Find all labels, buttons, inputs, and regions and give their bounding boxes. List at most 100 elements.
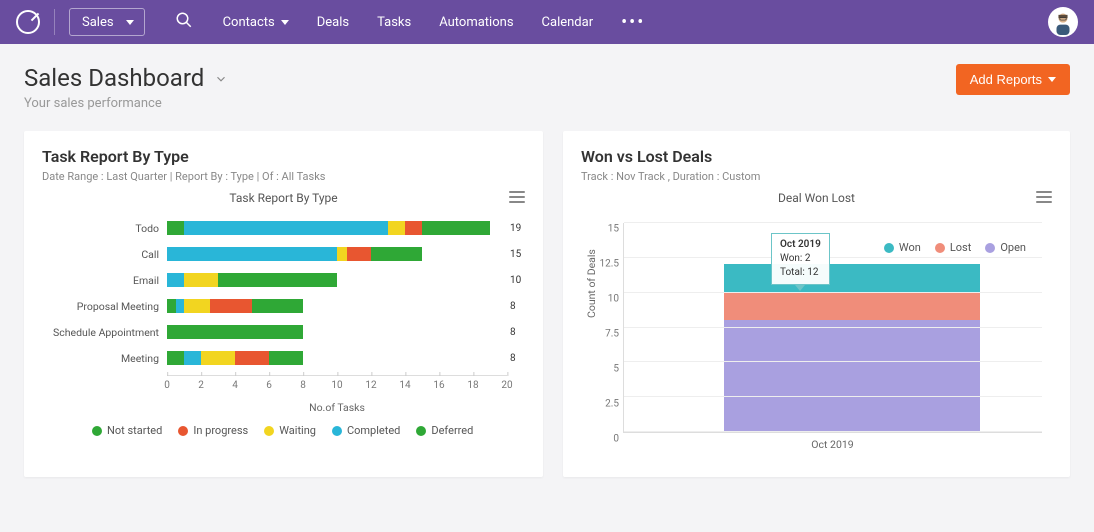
legend-item: Open <box>985 241 1026 254</box>
stack-segment <box>724 264 980 292</box>
legend-item: Lost <box>935 241 971 254</box>
legend-label: Lost <box>950 241 971 254</box>
bar-segment <box>167 221 184 235</box>
stack-segment <box>724 292 980 320</box>
divider <box>54 9 55 35</box>
tooltip-title: Oct 2019 <box>780 239 821 250</box>
bar-track <box>167 325 507 339</box>
nav-label: Contacts <box>223 15 275 30</box>
bar-segment <box>269 351 303 365</box>
legend-swatch <box>264 426 274 436</box>
x-tick: 2 <box>198 376 204 391</box>
gridline <box>624 431 1042 432</box>
bar-segment <box>347 247 371 261</box>
user-avatar[interactable] <box>1048 7 1078 37</box>
module-selector[interactable]: Sales <box>69 8 145 36</box>
nav-deals[interactable]: Deals <box>317 15 349 30</box>
app-logo[interactable] <box>16 10 40 34</box>
gridline <box>624 327 1042 328</box>
gridline <box>624 292 1042 293</box>
legend-swatch <box>92 426 102 436</box>
y-tick: 5 <box>591 364 619 375</box>
x-tick: 4 <box>232 376 238 391</box>
bar-segment <box>201 351 235 365</box>
legend-item: Not started <box>92 424 162 437</box>
bar-segment <box>184 299 210 313</box>
gridline <box>624 361 1042 362</box>
chart-legend: Not started In progress Waiting Completed De… <box>92 424 525 437</box>
bar-segment <box>184 221 388 235</box>
bar-track <box>167 299 507 313</box>
x-tick: 12 <box>365 376 376 391</box>
bar-value-label: 8 <box>510 353 516 364</box>
bar-segment <box>184 351 201 365</box>
legend-item: Waiting <box>264 424 316 437</box>
chart-bar-row: Proposal Meeting 8 <box>42 293 525 319</box>
bar-segment <box>405 221 422 235</box>
legend-swatch <box>985 243 995 253</box>
legend-label: Deferred <box>431 424 473 437</box>
legend-label: Won <box>899 241 921 254</box>
module-selector-label: Sales <box>82 15 114 30</box>
dashboard-picker-icon[interactable] <box>214 64 228 92</box>
add-reports-button[interactable]: Add Reports <box>956 64 1070 95</box>
gridline <box>624 222 1042 223</box>
tooltip-arrow-icon <box>795 285 805 291</box>
legend-swatch <box>884 243 894 253</box>
card-title: Task Report By Type <box>42 147 525 166</box>
nav-calendar[interactable]: Calendar <box>542 15 594 30</box>
legend-label: In progress <box>193 424 248 437</box>
bar-segment <box>235 351 269 365</box>
y-tick: 12.5 <box>591 259 619 270</box>
chart-menu-icon[interactable] <box>1036 191 1052 203</box>
primary-nav: Contacts Deals Tasks Automations Calenda… <box>223 12 646 33</box>
bar-category-label: Schedule Appointment <box>42 326 167 339</box>
page-title-row: Sales Dashboard <box>24 64 228 92</box>
bar-category-label: Call <box>42 248 167 261</box>
y-tick: 7.5 <box>591 329 619 340</box>
tooltip-line: Won: 2 <box>780 253 810 264</box>
bar-value-label: 15 <box>510 249 521 260</box>
stacked-bar <box>724 264 980 432</box>
legend-item: Won <box>884 241 921 254</box>
bar-category-label: Proposal Meeting <box>42 300 167 313</box>
bar-track <box>167 351 507 365</box>
chart-bar-row: Call 15 <box>42 241 525 267</box>
nav-label: Automations <box>439 15 513 30</box>
bar-value-label: 8 <box>510 301 516 312</box>
search-icon[interactable] <box>175 11 193 33</box>
add-reports-label: Add Reports <box>970 72 1042 87</box>
chart-bar-row: Schedule Appointment8 <box>42 319 525 345</box>
nav-label: Tasks <box>377 15 411 30</box>
legend-label: Completed <box>347 424 400 437</box>
bar-category-label: Meeting <box>42 352 167 365</box>
bar-segment <box>371 247 422 261</box>
y-tick: 2.5 <box>591 399 619 410</box>
bar-segment <box>176 299 185 313</box>
legend-item: In progress <box>178 424 248 437</box>
x-tick: 18 <box>467 376 478 391</box>
chart-legend: Won Lost Open <box>884 241 1026 254</box>
chart-title: Task Report By Type <box>229 191 337 205</box>
chevron-down-icon <box>126 20 134 25</box>
bar-segment <box>422 221 490 235</box>
bar-value-label: 10 <box>510 275 521 286</box>
chart-title: Deal Won Lost <box>778 191 855 205</box>
won-lost-card: Won vs Lost Deals Track : Nov Track , Du… <box>563 131 1070 477</box>
nav-automations[interactable]: Automations <box>439 15 513 30</box>
won-lost-chart: Count of Deals 02.557.51012.515 Oct 2019… <box>581 213 1052 463</box>
chart-menu-icon[interactable] <box>509 191 525 203</box>
nav-more[interactable]: ••• <box>621 12 645 33</box>
page-subtitle: Your sales performance <box>24 96 228 111</box>
chart-x-category: Oct 2019 <box>623 438 1042 451</box>
legend-item: Completed <box>332 424 400 437</box>
page-header: Sales Dashboard Your sales performance A… <box>0 44 1094 121</box>
nav-tasks[interactable]: Tasks <box>377 15 411 30</box>
nav-contacts[interactable]: Contacts <box>223 15 289 30</box>
chart-bar-row: Email10 <box>42 267 525 293</box>
card-title: Won vs Lost Deals <box>581 147 1052 166</box>
bar-segment <box>210 299 253 313</box>
legend-label: Waiting <box>279 424 316 437</box>
bar-segment <box>337 247 347 261</box>
bar-segment <box>167 273 184 287</box>
